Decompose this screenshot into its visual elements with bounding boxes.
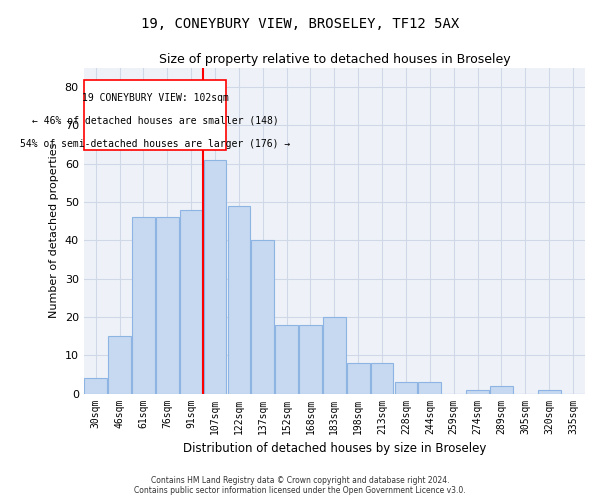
Bar: [418, 382, 441, 394]
Bar: [108, 336, 131, 394]
Title: Size of property relative to detached houses in Broseley: Size of property relative to detached ho…: [158, 52, 510, 66]
Text: Contains HM Land Registry data © Crown copyright and database right 2024.
Contai: Contains HM Land Registry data © Crown c…: [134, 476, 466, 495]
Text: 19 CONEYBURY VIEW: 102sqm: 19 CONEYBURY VIEW: 102sqm: [82, 93, 229, 103]
Bar: [132, 218, 155, 394]
Bar: [347, 363, 370, 394]
Bar: [251, 240, 274, 394]
Bar: [371, 363, 394, 394]
Bar: [275, 324, 298, 394]
Bar: [299, 324, 322, 394]
Bar: [395, 382, 418, 394]
Bar: [466, 390, 489, 394]
Text: ← 46% of detached houses are smaller (148): ← 46% of detached houses are smaller (14…: [32, 116, 278, 126]
Bar: [156, 218, 179, 394]
FancyBboxPatch shape: [84, 80, 226, 150]
Text: 19, CONEYBURY VIEW, BROSELEY, TF12 5AX: 19, CONEYBURY VIEW, BROSELEY, TF12 5AX: [141, 18, 459, 32]
Bar: [180, 210, 202, 394]
Bar: [538, 390, 560, 394]
Text: 54% of semi-detached houses are larger (176) →: 54% of semi-detached houses are larger (…: [20, 139, 290, 149]
X-axis label: Distribution of detached houses by size in Broseley: Distribution of detached houses by size …: [182, 442, 486, 455]
Bar: [227, 206, 250, 394]
Bar: [203, 160, 226, 394]
Bar: [84, 378, 107, 394]
Bar: [323, 317, 346, 394]
Y-axis label: Number of detached properties: Number of detached properties: [49, 143, 59, 318]
Bar: [490, 386, 513, 394]
